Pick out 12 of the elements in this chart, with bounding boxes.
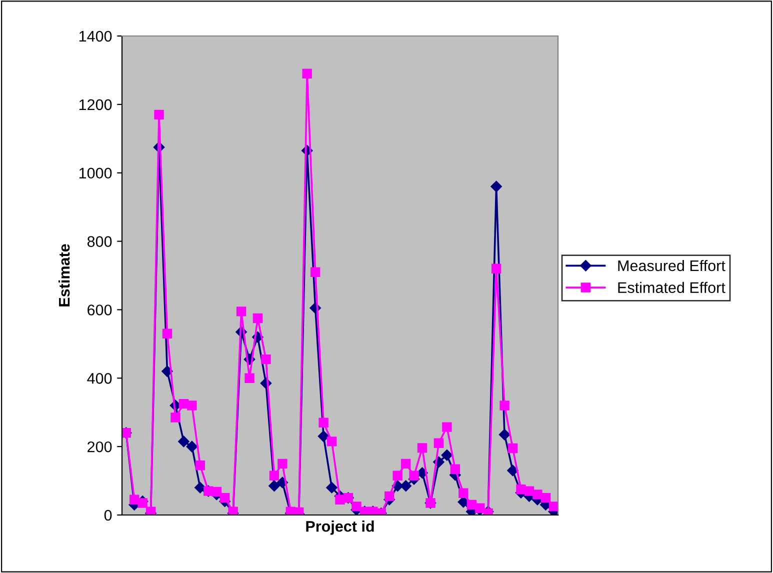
y-tick-label: 200 bbox=[88, 441, 112, 452]
y-tick-label: 400 bbox=[87, 373, 112, 384]
y-axis-title: Estimate bbox=[58, 244, 70, 306]
y-tick-label: 1000 bbox=[79, 168, 112, 179]
legend-label: Measured Effort bbox=[618, 260, 726, 272]
x-axis-title: Project id bbox=[306, 520, 374, 535]
y-tick-label: 800 bbox=[87, 236, 112, 247]
legend-label: Estimated Effort bbox=[618, 282, 726, 294]
y-tick-label: 1400 bbox=[79, 30, 112, 42]
y-tick-label: 600 bbox=[88, 304, 112, 316]
y-tick-label: 0 bbox=[104, 510, 112, 521]
y-tick-label: 1200 bbox=[79, 99, 112, 110]
